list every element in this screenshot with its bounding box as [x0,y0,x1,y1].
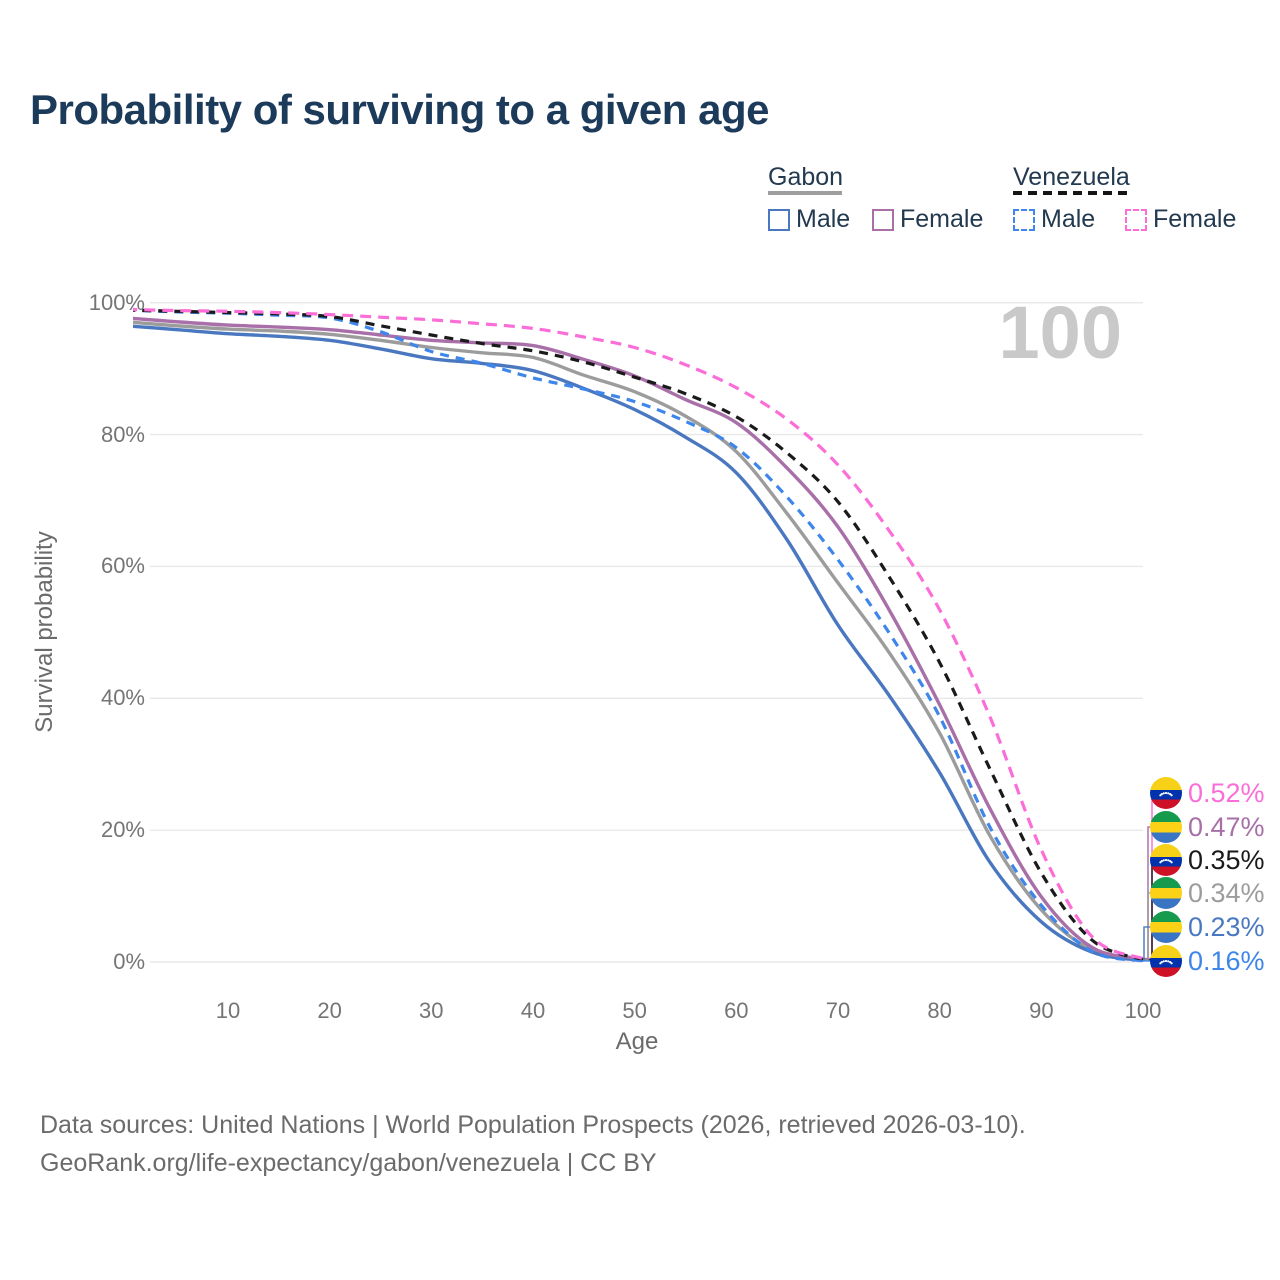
x-tick-label-80: 80 [927,998,952,1023]
footer-attribution: Data sources: United Nations | World Pop… [40,1106,1026,1182]
legend-item-gabon-male[interactable]: Male [768,205,850,234]
x-tick-label-30: 30 [419,998,444,1023]
y-tick-label-0%: 0% [113,949,145,974]
legend-label: Female [900,205,984,233]
legend-country-gabon[interactable]: Gabon [768,163,844,191]
x-tick-label-70: 70 [825,998,851,1023]
venezuela-male-swatch-icon [1013,208,1035,231]
curve-gabon_female[interactable] [126,316,1144,961]
x-tick-label-40: 40 [520,998,546,1023]
curve-venezuela_female[interactable] [126,307,1144,961]
y-tick-label-60%: 60% [100,553,145,579]
venezuela-flag-icon [1150,844,1182,876]
x-tick-label-90: 90 [1029,998,1054,1023]
end-label-value: 0.23% [1188,912,1265,942]
end-label-value: 0.34% [1188,878,1265,908]
x-tick-label-60: 60 [724,998,749,1023]
license-line: GeoRank.org/life-expectancy/gabon/venezu… [40,1149,657,1177]
data-source-line: Data sources: United Nations | World Pop… [40,1111,1026,1139]
gabon-flag-icon [1150,877,1182,909]
end-label-value: 0.35% [1188,845,1265,875]
legend-label: Male [796,205,851,233]
end-label-venezuela_female: 0.52% [1150,776,1265,810]
legend-item-venezuela-female[interactable]: Female [1125,205,1236,234]
end-label-venezuela_average: 0.35% [1150,843,1265,877]
legend-item-venezuela-male[interactable]: Male [1013,205,1095,234]
end-label-value: 0.47% [1188,812,1265,842]
y-tick-label-100%: 100% [88,289,145,315]
curve-gabon_male[interactable] [126,324,1144,963]
end-label-gabon_male: 0.23% [1150,910,1265,944]
venezuela-female-swatch-icon [1125,208,1147,231]
legend-venezuela-line-swatch [1013,191,1131,195]
y-tick-label-80%: 80% [100,421,145,447]
x-axis-title: Age [615,1028,659,1055]
y-tick-label-20%: 20% [100,817,145,843]
end-label-gabon_female: 0.47% [1150,810,1265,844]
end-label-value: 0.16% [1188,946,1265,976]
legend-gabon-line-swatch [768,191,842,195]
curve-gabon_average[interactable] [126,320,1144,962]
x-tick-label-10: 10 [215,998,241,1023]
y-tick-label-40%: 40% [100,685,145,711]
x-tick-label-100: 100 [1124,998,1162,1023]
legend-label: Male [1041,205,1096,233]
gabon-male-swatch-icon [768,208,790,231]
legend-label: Female [1153,205,1237,233]
end-label-gabon_average: 0.34% [1150,876,1265,910]
venezuela-flag-icon [1150,945,1182,977]
end-label-venezuela_male: 0.16% [1150,944,1265,978]
legend-item-gabon-female[interactable]: Female [872,205,983,234]
gabon-flag-icon [1150,911,1182,943]
gabon-female-swatch-icon [872,208,894,231]
venezuela-flag-icon [1150,777,1182,809]
end-label-value: 0.52% [1188,778,1265,808]
x-tick-label-20: 20 [317,998,342,1023]
page-title: Probability of surviving to a given age [30,86,769,133]
x-tick-label-50: 50 [622,998,647,1023]
legend-country-venezuela[interactable]: Venezuela [1013,163,1130,191]
gabon-flag-icon [1150,811,1182,843]
age-counter-watermark: 100 [998,291,1122,374]
